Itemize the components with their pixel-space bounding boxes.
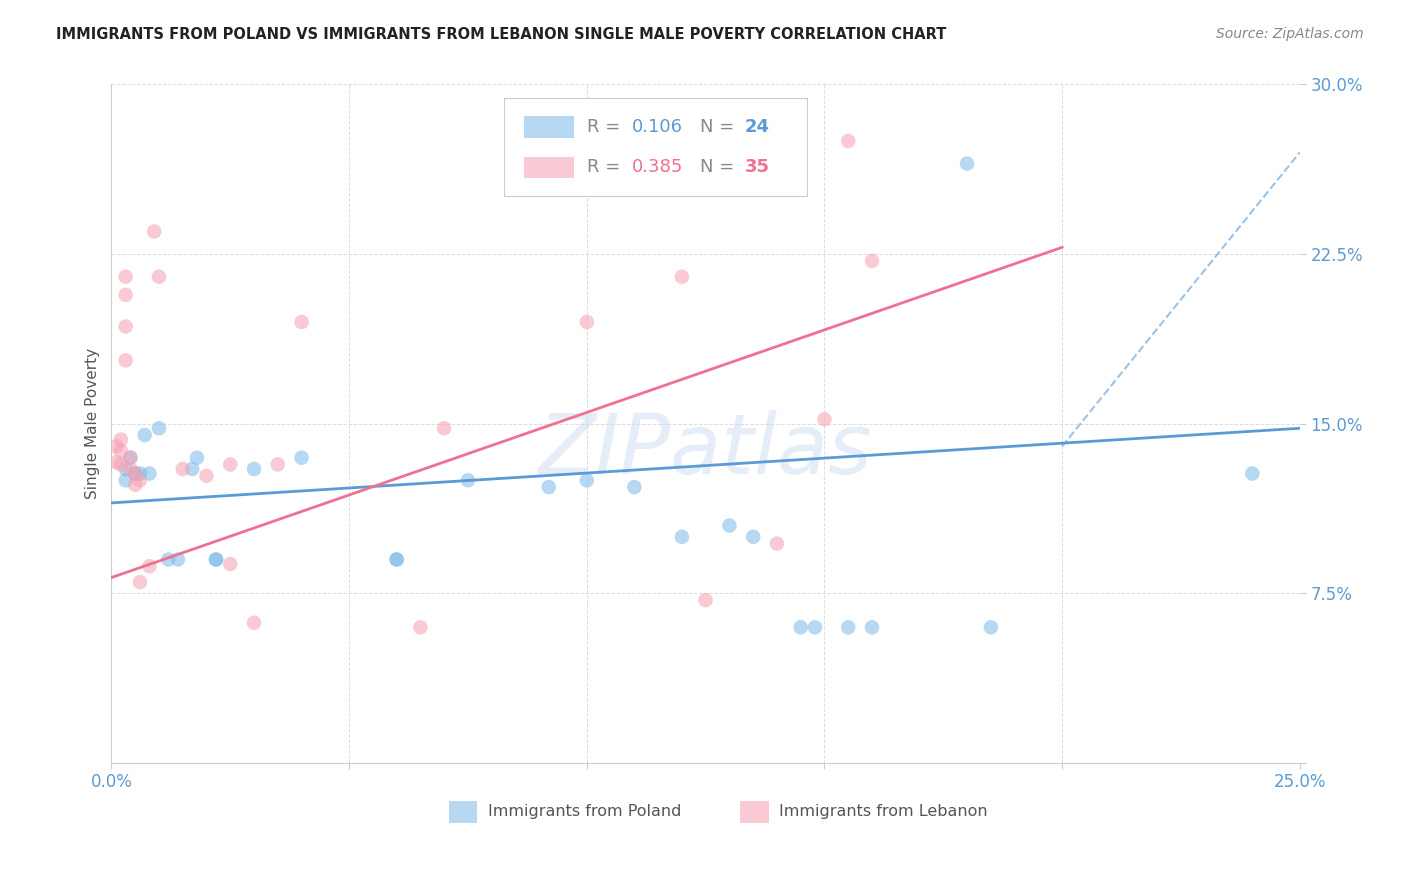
Point: [529, 177, 551, 191]
Point: [138, 467, 160, 481]
Point: [742, 530, 765, 544]
Point: [671, 530, 693, 544]
Point: [671, 269, 693, 284]
Point: [120, 450, 142, 465]
Point: [110, 458, 132, 472]
Point: [980, 620, 1002, 634]
Point: [205, 552, 228, 566]
Point: [290, 315, 312, 329]
Point: [114, 353, 136, 368]
Text: Source: ZipAtlas.com: Source: ZipAtlas.com: [1216, 27, 1364, 41]
Point: [433, 421, 456, 435]
Point: [219, 458, 242, 472]
Point: [114, 269, 136, 284]
Point: [860, 253, 883, 268]
Point: [120, 450, 142, 465]
Point: [860, 620, 883, 634]
Point: [114, 287, 136, 301]
Text: ZIPatlas: ZIPatlas: [538, 410, 873, 491]
Point: [114, 473, 136, 487]
Point: [575, 315, 598, 329]
Point: [537, 480, 560, 494]
FancyBboxPatch shape: [524, 116, 574, 138]
Y-axis label: Single Male Poverty: Single Male Poverty: [86, 348, 100, 500]
Text: Immigrants from Poland: Immigrants from Poland: [488, 805, 682, 820]
Point: [129, 473, 152, 487]
Text: 24: 24: [745, 118, 770, 136]
Point: [205, 552, 228, 566]
Point: [172, 462, 194, 476]
Point: [789, 620, 811, 634]
FancyBboxPatch shape: [503, 98, 807, 196]
FancyBboxPatch shape: [740, 801, 769, 822]
Point: [105, 439, 128, 453]
Point: [695, 593, 717, 607]
Point: [837, 134, 859, 148]
Point: [114, 462, 136, 476]
Text: 35: 35: [745, 159, 770, 177]
Point: [148, 269, 170, 284]
Point: [195, 468, 218, 483]
FancyBboxPatch shape: [449, 801, 478, 822]
Text: R =: R =: [586, 118, 626, 136]
Point: [243, 462, 266, 476]
Point: [134, 428, 156, 442]
Point: [718, 145, 741, 160]
Point: [138, 559, 160, 574]
Point: [766, 536, 789, 550]
Point: [105, 455, 128, 469]
Point: [110, 443, 132, 458]
Point: [956, 156, 979, 170]
Point: [148, 421, 170, 435]
Point: [813, 412, 835, 426]
Point: [181, 462, 204, 476]
Point: [290, 450, 312, 465]
Point: [114, 319, 136, 334]
Point: [243, 615, 266, 630]
Text: N =: N =: [700, 118, 740, 136]
Point: [167, 552, 190, 566]
Point: [186, 450, 208, 465]
FancyBboxPatch shape: [524, 156, 574, 178]
Point: [120, 462, 142, 476]
Point: [143, 224, 166, 238]
Point: [718, 518, 741, 533]
Point: [129, 575, 152, 590]
Point: [837, 620, 859, 634]
Point: [219, 557, 242, 571]
Point: [385, 552, 408, 566]
Text: Immigrants from Lebanon: Immigrants from Lebanon: [779, 805, 988, 820]
Point: [789, 145, 811, 160]
Text: IMMIGRANTS FROM POLAND VS IMMIGRANTS FROM LEBANON SINGLE MALE POVERTY CORRELATIO: IMMIGRANTS FROM POLAND VS IMMIGRANTS FRO…: [56, 27, 946, 42]
Text: N =: N =: [700, 159, 740, 177]
Text: 0.385: 0.385: [631, 159, 683, 177]
Point: [789, 145, 811, 160]
Point: [409, 620, 432, 634]
Point: [457, 473, 479, 487]
Text: 0.106: 0.106: [631, 118, 683, 136]
Point: [804, 620, 827, 634]
Point: [110, 433, 132, 447]
Point: [124, 467, 146, 481]
Point: [385, 552, 408, 566]
Point: [575, 473, 598, 487]
Point: [267, 458, 290, 472]
Point: [124, 467, 146, 481]
Point: [129, 467, 152, 481]
Point: [1241, 467, 1264, 481]
Point: [124, 478, 146, 492]
Point: [157, 552, 180, 566]
Point: [623, 480, 645, 494]
Text: R =: R =: [586, 159, 626, 177]
